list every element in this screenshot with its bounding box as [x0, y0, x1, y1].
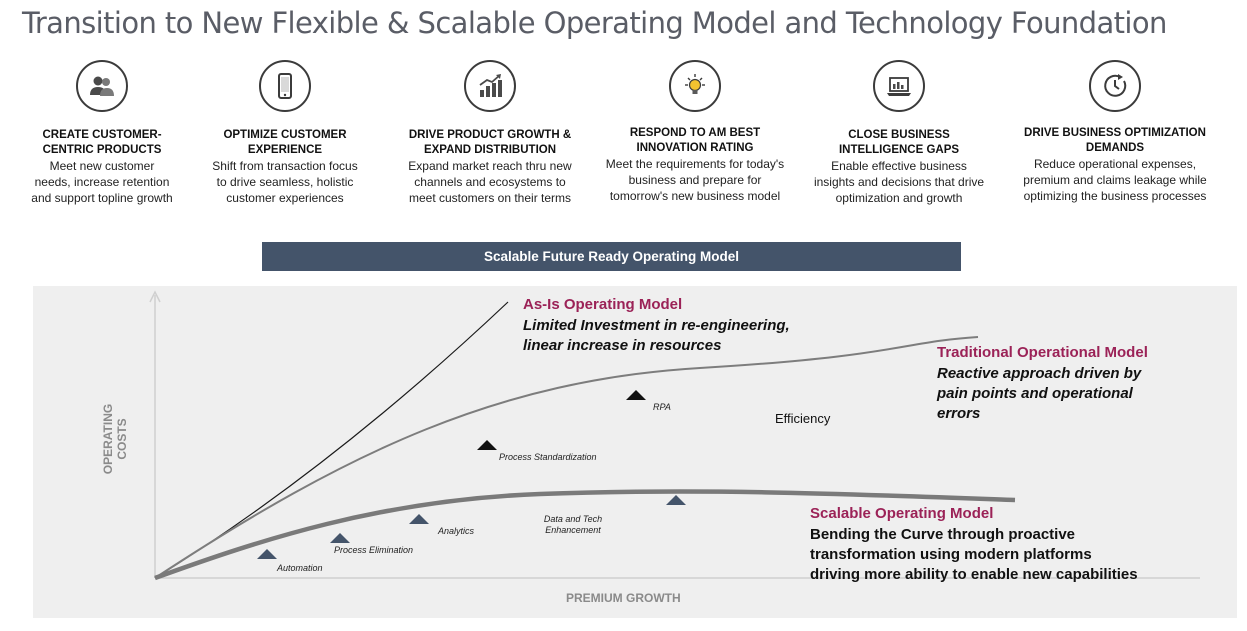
stage-label-process-standardization: Process Standardization	[499, 452, 597, 462]
pillar-business-optimization: DRIVE BUSINESS OPTIMIZATION DEMANDS Redu…	[1006, 60, 1224, 204]
lightbulb-icon	[669, 60, 721, 112]
operating-model-banner: Scalable Future Ready Operating Model	[262, 242, 961, 271]
pillar-title: CLOSE BUSINESS INTELLIGENCE GAPS	[838, 129, 960, 156]
pillar-title: OPTIMIZE CUSTOMER EXPERIENCE	[223, 129, 347, 156]
traditional-curve	[154, 336, 979, 579]
traditional-description: Reactive approach driven by pain points …	[937, 365, 1142, 422]
operating-model-diagram	[33, 286, 1237, 618]
pillar-innovation-rating: RESPOND TO AM BEST INNOVATION RATING Mee…	[594, 60, 796, 204]
as-is-curve	[154, 301, 509, 579]
stage-marker-automation	[257, 549, 277, 559]
scalable-curve	[154, 489, 1016, 581]
x-axis-label: PREMIUM GROWTH	[566, 591, 681, 605]
pillar-description: Meet new customer needs, increase retent…	[31, 159, 173, 205]
stage-label-process-elimination: Process Elimination	[334, 545, 414, 555]
efficiency-label: Efficiency	[775, 411, 831, 426]
growth-chart-icon	[464, 60, 516, 112]
stage-marker-rpa	[626, 390, 646, 400]
stage-marker-analytics	[409, 514, 429, 524]
page-title: Transition to New Flexible & Scalable Op…	[22, 6, 1167, 40]
pillar-description: Reduce operational expenses, premium and…	[1023, 157, 1207, 203]
pillar-description: Enable effective business insights and d…	[813, 159, 985, 205]
y-axis-label: OPERATING COSTS	[101, 403, 129, 475]
stage-marker-process-standardization	[477, 440, 497, 450]
pillar-optimize-customer-experience: OPTIMIZE CUSTOMER EXPERIENCE Shift from …	[198, 60, 372, 206]
strategic-pillars: CREATE CUSTOMER- CENTRIC PRODUCTS Meet n…	[0, 60, 1247, 220]
stage-label-rpa: RPA	[653, 402, 671, 412]
pillar-description: Shift from transaction focus to drive se…	[212, 159, 358, 205]
pillar-title: DRIVE PRODUCT GROWTH & EXPAND DISTRIBUTI…	[408, 129, 572, 156]
pillar-product-growth-distribution: DRIVE PRODUCT GROWTH & EXPAND DISTRIBUTI…	[394, 60, 586, 206]
stage-marker-data-tech	[666, 495, 686, 505]
pillar-title: DRIVE BUSINESS OPTIMIZATION DEMANDS	[1024, 127, 1206, 154]
as-is-heading: As-Is Operating Model	[523, 296, 683, 313]
y-axis-arrow-icon	[149, 290, 161, 303]
users-icon	[76, 60, 128, 112]
pillar-description: Expand market reach thru new channels an…	[408, 159, 572, 205]
traditional-heading: Traditional Operational Model	[937, 344, 1148, 361]
stage-label-automation: Automation	[277, 563, 323, 573]
pillar-title: RESPOND TO AM BEST INNOVATION RATING	[629, 127, 761, 154]
pillar-business-intelligence: CLOSE BUSINESS INTELLIGENCE GAPS Enable …	[802, 60, 996, 206]
stage-label-data-tech: Data and Tech Enhancement	[543, 514, 603, 535]
scalable-description: Bending the Curve through proactive tran…	[810, 526, 1138, 583]
as-is-description: Limited Investment in re-engineering, li…	[523, 317, 790, 354]
pillar-title: CREATE CUSTOMER- CENTRIC PRODUCTS	[42, 129, 162, 156]
mobile-phone-icon	[259, 60, 311, 112]
pillar-customer-centric-products: CREATE CUSTOMER- CENTRIC PRODUCTS Meet n…	[18, 60, 186, 206]
stage-marker-process-elimination	[330, 533, 350, 543]
scalable-heading: Scalable Operating Model	[810, 505, 994, 522]
pillar-description: Meet the requirements for today's busine…	[605, 157, 785, 203]
stage-label-analytics: Analytics	[438, 526, 475, 536]
laptop-chart-icon	[873, 60, 925, 112]
clock-cycle-icon	[1089, 60, 1141, 112]
